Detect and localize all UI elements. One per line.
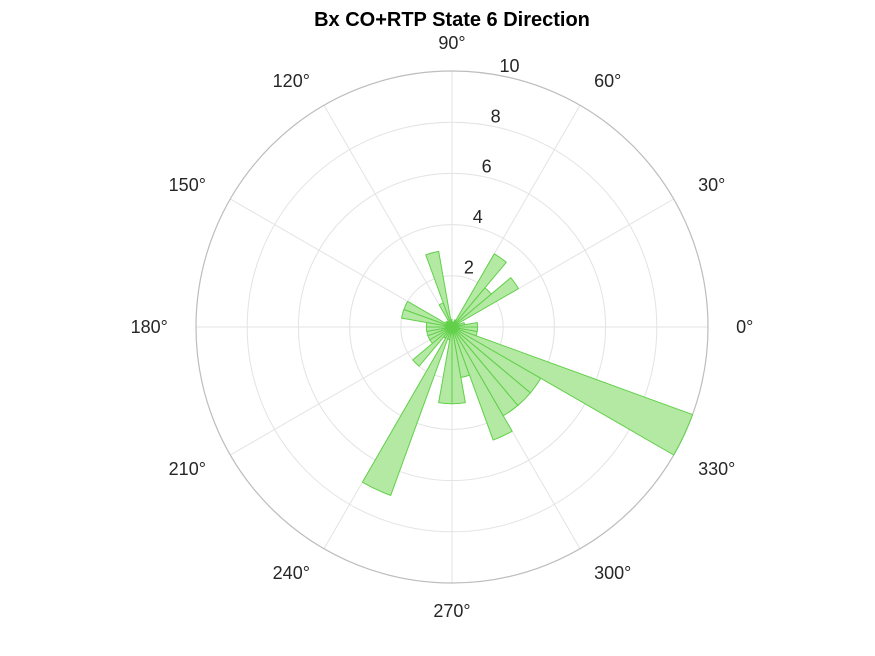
histogram-bar-330 [451, 326, 694, 456]
theta-tick-label-300: 300° [594, 563, 631, 583]
r-gridline-8 [246, 121, 658, 533]
theta-tick-label-270: 270° [433, 601, 470, 621]
histogram-bar-50 [451, 253, 507, 328]
theta-tick-label-180: 180° [131, 317, 168, 337]
outer-ring [195, 70, 709, 584]
histogram-bar-30 [451, 277, 520, 328]
histogram-bar-220 [412, 326, 453, 367]
radial-tick-labels: 2 4 6 8 10 [464, 56, 520, 278]
r-tick-label-6: 6 [482, 157, 492, 177]
theta-tick-label-210: 210° [169, 459, 206, 479]
histogram-bar-110 [438, 302, 453, 328]
histogram-bars [361, 250, 694, 496]
chart-title: Bx CO+RTP State 6 Direction [314, 9, 590, 31]
r-gridline-4 [349, 224, 555, 430]
histogram-bar-350 [451, 326, 479, 332]
histogram-bar-290 [451, 326, 513, 441]
theta-tick-label-240: 240° [273, 563, 310, 583]
histogram-bar-240 [361, 326, 453, 496]
theta-tick-label-60: 60° [594, 71, 621, 91]
theta-gridline-210 [230, 326, 453, 456]
r-tick-label-10: 10 [499, 56, 519, 76]
theta-tick-label-330: 330° [698, 459, 735, 479]
histogram-bar-160 [401, 308, 453, 328]
r-tick-label-2: 2 [464, 258, 474, 278]
r-gridline-6 [297, 172, 607, 482]
theta-tick-label-90: 90° [438, 33, 465, 53]
r-tick-label-8: 8 [491, 106, 501, 126]
theta-tick-label-30: 30° [698, 175, 725, 195]
theta-tick-label-0: 0° [736, 317, 753, 337]
theta-tick-labels: 0° 30° 60° 90° 120° 150° 180° 210° 240° 270° 300° 3… [131, 33, 754, 621]
r-tick-label-4: 4 [473, 207, 483, 227]
theta-tick-label-120: 120° [273, 71, 310, 91]
theta-gridline-120 [323, 105, 453, 328]
theta-tick-label-150: 150° [169, 175, 206, 195]
